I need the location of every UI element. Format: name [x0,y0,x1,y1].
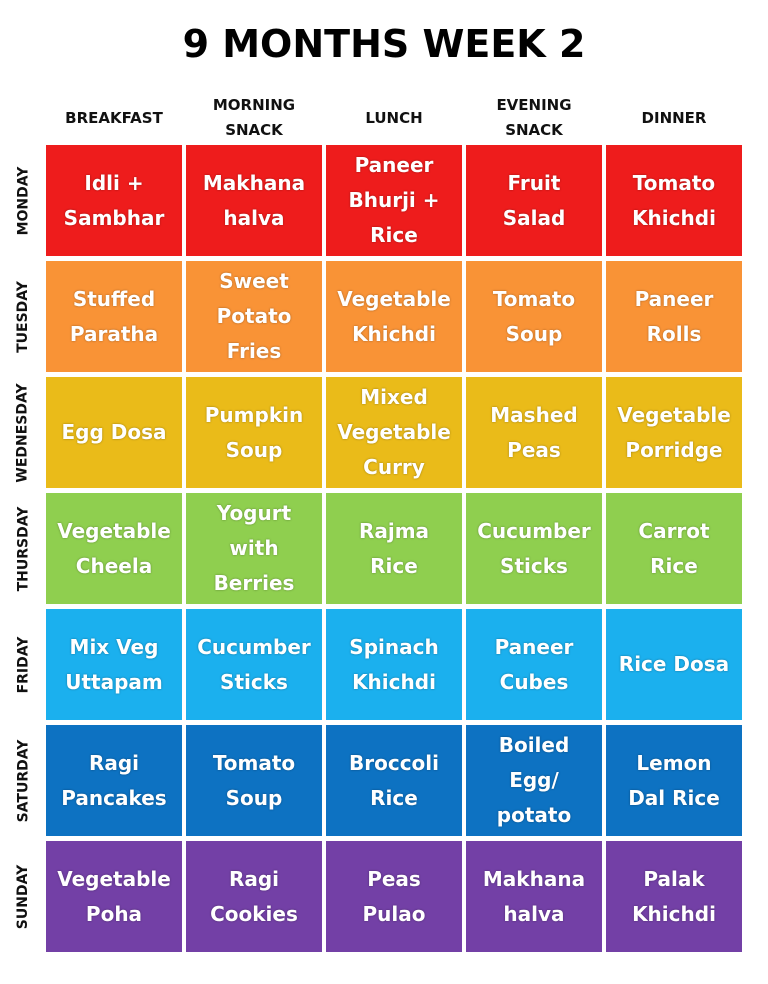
day-label: SUNDAY [0,841,46,952]
day-label-text: SATURDAY [15,739,32,822]
meal-cell: Peas Pulao [326,841,462,952]
meal-cell: Spinach Khichdi [326,609,462,720]
day-label-text: TUESDAY [15,280,32,353]
meal-cell: Carrot Rice [606,493,742,604]
meal-cell: Ragi Pancakes [46,725,182,836]
day-label: FRIDAY [0,609,46,720]
meal-cell: Paneer Cubes [466,609,602,720]
day-label: SATURDAY [0,725,46,836]
meal-cell: Egg Dosa [46,377,182,488]
meal-cell: Pumpkin Soup [186,377,322,488]
column-header: LUNCH [365,108,423,127]
meal-cell: Idli + Sambhar [46,145,182,256]
meal-cell: Paneer Bhurji + Rice [326,145,462,256]
day-label-text: FRIDAY [15,636,31,693]
column-header: BREAKFAST [65,108,163,127]
meal-cell: Cucumber Sticks [466,493,602,604]
meal-cell: Cucumber Sticks [186,609,322,720]
meal-cell: Paneer Rolls [606,261,742,372]
column-header: EVENING SNACK [496,96,572,139]
meal-cell: Vegetable Porridge [606,377,742,488]
day-label: THURSDAY [0,493,46,604]
meal-cell: Yogurt with Berries [186,493,322,604]
meal-cell: Vegetable Khichdi [326,261,462,372]
page-title: 9 MONTHS WEEK 2 [182,22,586,66]
meal-cell: Mashed Peas [466,377,602,488]
day-label: TUESDAY [0,261,46,372]
meal-cell: Ragi Cookies [186,841,322,952]
meal-cell: Vegetable Poha [46,841,182,952]
meal-cell: Makhana halva [466,841,602,952]
meal-cell: Boiled Egg/ potato [466,725,602,836]
meal-cell: Lemon Dal Rice [606,725,742,836]
meal-cell: Tomato Khichdi [606,145,742,256]
meal-cell: Mix Veg Uttapam [46,609,182,720]
meal-cell: Makhana halva [186,145,322,256]
meal-cell: Rajma Rice [326,493,462,604]
meal-cell: Stuffed Paratha [46,261,182,372]
meal-cell: Palak Khichdi [606,841,742,952]
column-header: DINNER [641,108,707,127]
day-label-text: SUNDAY [15,864,32,929]
meal-cell: Fruit Salad [466,145,602,256]
meal-cell: Rice Dosa [606,609,742,720]
day-label: WEDNESDAY [0,377,46,488]
meal-cell: Tomato Soup [186,725,322,836]
day-label-text: MONDAY [15,166,31,235]
meal-cell: Tomato Soup [466,261,602,372]
meal-cell: Vegetable Cheela [46,493,182,604]
day-label-text: WEDNESDAY [15,382,31,483]
day-label: MONDAY [0,145,46,256]
meal-cell: Broccoli Rice [326,725,462,836]
column-header: MORNING SNACK [212,96,296,139]
meal-cell: Sweet Potato Fries [186,261,322,372]
day-label-text: THURSDAY [15,506,32,591]
meal-cell: Mixed Vegetable Curry [326,377,462,488]
